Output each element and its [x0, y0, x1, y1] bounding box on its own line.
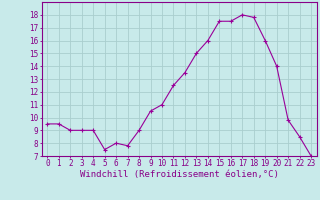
X-axis label: Windchill (Refroidissement éolien,°C): Windchill (Refroidissement éolien,°C) [80, 170, 279, 179]
